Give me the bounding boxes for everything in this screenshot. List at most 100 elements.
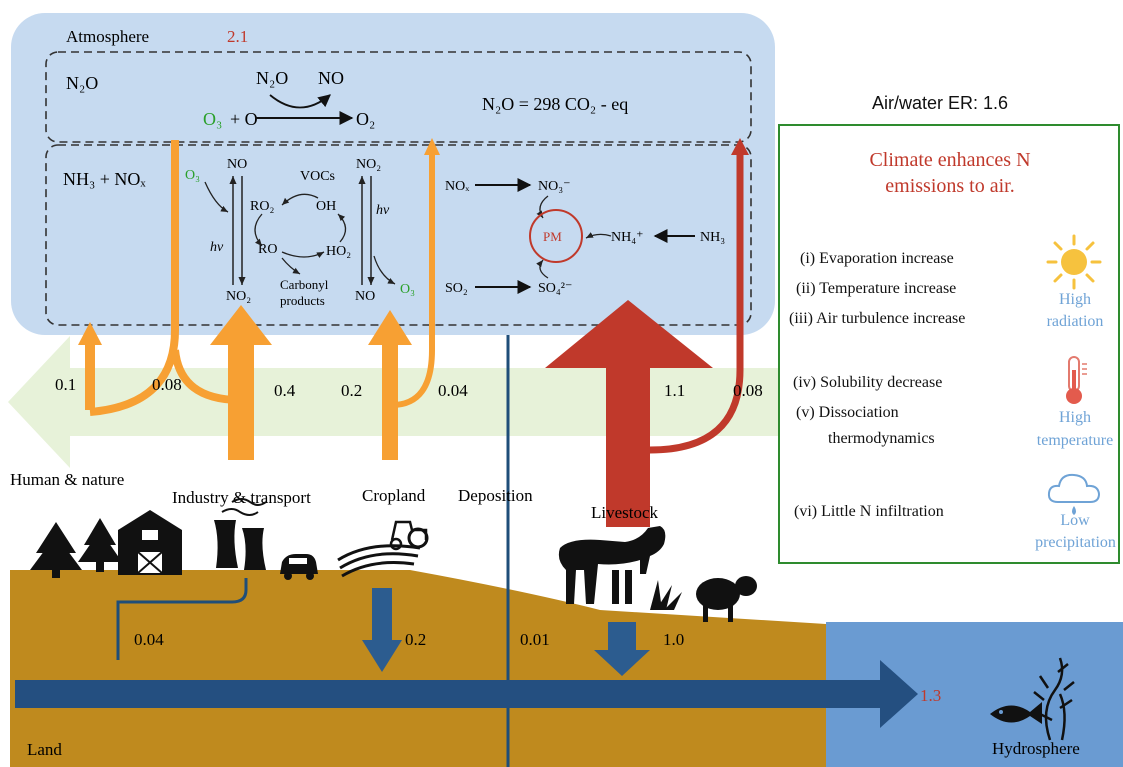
pm-nh4-curve: [585, 232, 612, 239]
condition-i: (i) Evaporation increase: [800, 250, 954, 267]
land-cropland-arrow: [362, 588, 402, 672]
cycle-carbonyl-2: products: [280, 293, 325, 308]
flow-0-08-right: 0.08: [733, 381, 763, 400]
tractor-icon: [337, 520, 429, 578]
cycle-no-top: NO: [227, 157, 247, 172]
source-deposition: Deposition: [458, 486, 533, 505]
flow-0-1: 0.1: [55, 375, 76, 394]
cropland-curve-head: [424, 138, 440, 155]
cycle-right-curve: [337, 213, 347, 243]
human-nature-arrowhead: [78, 322, 102, 345]
land-label: Land: [27, 740, 62, 759]
cow-icon: [558, 526, 666, 604]
land-human-branch: [116, 578, 248, 660]
sun-icon: [1046, 234, 1102, 290]
pm-label: PM: [543, 229, 562, 244]
atmosphere-value: 2.1: [227, 27, 248, 46]
atmosphere-label: Atmosphere: [66, 27, 149, 46]
barn-icon: [118, 510, 182, 575]
industry-arrow: [210, 305, 272, 460]
pm-nox: NOₓ: [445, 179, 470, 194]
panel-title-line1: Climate enhances N: [869, 149, 1031, 171]
condition-ii: (ii) Temperature increase: [796, 280, 957, 297]
condition-v: (v) Dissociation: [796, 404, 899, 421]
pm-circle: [529, 209, 583, 263]
cycle-o3-curve: [204, 181, 229, 213]
pm-so4-curve: [536, 259, 549, 279]
cycle-vocs: VOCs: [300, 169, 335, 184]
reaction-o3: O₃: [203, 109, 222, 129]
cycle-no2-bottom: NO₂: [226, 289, 251, 304]
gwp-equation: N₂O = 298 CO₂ - eq: [482, 94, 628, 114]
cycle-o3-left: O₃: [185, 168, 200, 183]
cropland-arrow: [368, 310, 412, 460]
nh3-nox-label: NH₃ + NOₓ: [63, 169, 146, 189]
factory-icon: [214, 498, 267, 570]
flow-1-1: 1.1: [664, 381, 685, 400]
thermometer-icon: [1066, 356, 1087, 404]
radiation-label-1: High: [1059, 291, 1091, 308]
pm-nh3: NH₃: [700, 230, 725, 245]
cycle-vocs-curve: [281, 193, 319, 206]
precip-label-1: Low: [1060, 512, 1090, 529]
reaction-n2o: N₂O: [256, 68, 288, 88]
pm-no3-curve: [536, 195, 549, 219]
flow-0-04-land: 0.04: [134, 630, 164, 649]
pm-so4: SO₄²⁻: [538, 281, 572, 296]
industry-curve: [171, 349, 241, 404]
land-livestock-arrow: [594, 622, 650, 676]
grass-icon: [650, 580, 682, 610]
cycle-o3-right-curve: [373, 255, 396, 285]
source-livestock: Livestock: [591, 503, 659, 522]
cycle-carbonyl-curve: [281, 257, 301, 275]
cycle-hv-left: hv: [210, 240, 224, 255]
condition-iii: (iii) Air turbulence increase: [789, 310, 966, 327]
condition-vi: (vi) Little N infiltration: [794, 503, 944, 520]
fish-icon: [990, 702, 1042, 724]
sheep-icon: [696, 576, 757, 622]
flow-1-0: 1.0: [663, 630, 684, 649]
cycle-ho2: HO₂: [326, 244, 351, 259]
cycle-no-bottom: NO: [355, 289, 375, 304]
flow-0-4: 0.4: [274, 381, 296, 400]
cycle-carbonyl-1: Carbonyl: [280, 277, 329, 292]
land-area: [10, 570, 826, 767]
source-human-nature: Human & nature: [10, 470, 124, 489]
source-industry: Industry & transport: [172, 488, 311, 507]
pm-nh4: NH₄⁺: [611, 230, 644, 245]
cycle-no2-top: NO₂: [356, 157, 381, 172]
flow-0-2-land: 0.2: [405, 630, 426, 649]
condition-iv: (iv) Solubility decrease: [793, 374, 943, 391]
flow-0-2: 0.2: [341, 381, 362, 400]
reaction-o2: O₂: [356, 109, 375, 129]
radiation-label-2: radiation: [1046, 313, 1104, 330]
reaction-curve: [269, 94, 331, 109]
cycle-o3-right: O₃: [400, 282, 415, 297]
er-ratio-label: Air/water ER: 1.6: [872, 93, 1009, 113]
pm-so2: SO₂: [445, 281, 468, 296]
precip-label-2: precipitation: [1035, 534, 1116, 551]
livestock-curve-head: [731, 138, 749, 155]
cycle-ro2: RO₂: [250, 199, 274, 214]
temperature-label-2: temperature: [1036, 432, 1114, 449]
seaweed-icon: [1033, 657, 1075, 741]
flow-0-08-left: 0.08: [152, 375, 182, 394]
source-cropland: Cropland: [362, 486, 426, 505]
panel-title-line2: emissions to air.: [885, 175, 1015, 197]
river-arrow: [15, 660, 918, 728]
flow-0-01: 0.01: [520, 630, 550, 649]
reaction-plus-o: + O: [230, 109, 258, 129]
flow-0-04-top: 0.04: [438, 381, 468, 400]
cropland-curve: [391, 150, 435, 408]
pm-no3: NO₃⁻: [538, 179, 571, 194]
condition-v-cont: thermodynamics: [828, 430, 935, 447]
tree-icon: [30, 518, 122, 578]
climate-panel: [778, 124, 1120, 564]
human-nature-curve: [89, 140, 179, 416]
cycle-hv-right: hv: [376, 203, 390, 218]
reaction-no: NO: [318, 68, 344, 88]
livestock-arrow: [545, 300, 713, 527]
atmosphere-box: [11, 13, 775, 335]
temperature-label-1: High: [1059, 409, 1091, 426]
